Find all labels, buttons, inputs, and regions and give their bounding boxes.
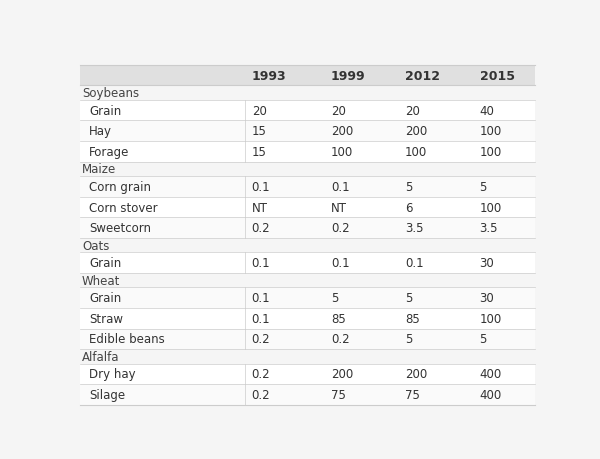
Text: Soybeans: Soybeans — [82, 87, 139, 100]
Text: 5: 5 — [405, 291, 413, 304]
Text: 0.1: 0.1 — [252, 180, 271, 194]
Text: 0.2: 0.2 — [331, 222, 349, 235]
Text: NT: NT — [252, 201, 268, 214]
Text: 400: 400 — [479, 388, 502, 401]
Text: 0.1: 0.1 — [252, 312, 271, 325]
Bar — [80, 349, 535, 364]
Text: Grain: Grain — [89, 257, 121, 269]
Text: 30: 30 — [479, 291, 494, 304]
Text: Sweetcorn: Sweetcorn — [89, 222, 151, 235]
Text: Edible beans: Edible beans — [89, 333, 164, 346]
Text: Silage: Silage — [89, 388, 125, 401]
Text: 0.1: 0.1 — [252, 257, 271, 269]
Text: 5: 5 — [331, 291, 338, 304]
Text: Forage: Forage — [89, 146, 130, 158]
Text: 1993: 1993 — [252, 69, 286, 83]
Text: 2015: 2015 — [479, 69, 515, 83]
Text: 200: 200 — [405, 125, 427, 138]
Text: 400: 400 — [479, 368, 502, 381]
Text: Grain: Grain — [89, 291, 121, 304]
Text: Hay: Hay — [89, 125, 112, 138]
Text: 100: 100 — [479, 312, 502, 325]
Bar — [80, 142, 535, 162]
Bar — [80, 274, 535, 288]
Bar — [80, 253, 535, 274]
Text: Grain: Grain — [89, 105, 121, 118]
Text: 100: 100 — [479, 146, 502, 158]
Text: 200: 200 — [331, 125, 353, 138]
Text: 85: 85 — [405, 312, 420, 325]
Text: 75: 75 — [331, 388, 346, 401]
Bar — [80, 121, 535, 142]
Bar — [80, 66, 535, 86]
Text: 100: 100 — [479, 125, 502, 138]
Bar — [80, 218, 535, 238]
Text: 200: 200 — [331, 368, 353, 381]
Text: 0.1: 0.1 — [331, 257, 349, 269]
Text: 100: 100 — [479, 201, 502, 214]
Text: 0.2: 0.2 — [252, 222, 271, 235]
Bar — [80, 364, 535, 385]
Text: 0.1: 0.1 — [252, 291, 271, 304]
Text: 15: 15 — [252, 125, 266, 138]
Bar — [80, 177, 535, 197]
Text: Maize: Maize — [82, 163, 116, 176]
Text: 1999: 1999 — [331, 69, 365, 83]
Bar — [80, 288, 535, 308]
Text: 5: 5 — [479, 333, 487, 346]
Text: 6: 6 — [405, 201, 413, 214]
Text: 100: 100 — [405, 146, 427, 158]
Text: 85: 85 — [331, 312, 346, 325]
Text: 200: 200 — [405, 368, 427, 381]
Text: 0.2: 0.2 — [252, 333, 271, 346]
Text: 2012: 2012 — [405, 69, 440, 83]
Text: 5: 5 — [405, 333, 413, 346]
Text: Alfalfa: Alfalfa — [82, 350, 119, 363]
Text: 75: 75 — [405, 388, 420, 401]
Bar — [80, 86, 535, 101]
Text: NT: NT — [331, 201, 347, 214]
Text: 30: 30 — [479, 257, 494, 269]
Text: 100: 100 — [331, 146, 353, 158]
Text: 3.5: 3.5 — [405, 222, 424, 235]
Text: Dry hay: Dry hay — [89, 368, 136, 381]
Text: 20: 20 — [331, 105, 346, 118]
Text: 40: 40 — [479, 105, 494, 118]
Text: 3.5: 3.5 — [479, 222, 498, 235]
Text: 5: 5 — [479, 180, 487, 194]
Text: 15: 15 — [252, 146, 266, 158]
Bar — [80, 197, 535, 218]
Bar — [80, 329, 535, 349]
Bar — [80, 101, 535, 121]
Text: 0.1: 0.1 — [331, 180, 349, 194]
Text: 5: 5 — [405, 180, 413, 194]
Text: 20: 20 — [252, 105, 266, 118]
Bar — [80, 385, 535, 405]
Text: Corn grain: Corn grain — [89, 180, 151, 194]
Text: Straw: Straw — [89, 312, 123, 325]
Bar — [80, 308, 535, 329]
Text: 0.2: 0.2 — [252, 388, 271, 401]
Text: 0.2: 0.2 — [252, 368, 271, 381]
Bar — [80, 162, 535, 177]
Text: Oats: Oats — [82, 239, 109, 252]
Text: Wheat: Wheat — [82, 274, 121, 287]
Text: 20: 20 — [405, 105, 420, 118]
Bar — [80, 238, 535, 253]
Text: Corn stover: Corn stover — [89, 201, 158, 214]
Text: 0.2: 0.2 — [331, 333, 349, 346]
Text: 0.1: 0.1 — [405, 257, 424, 269]
